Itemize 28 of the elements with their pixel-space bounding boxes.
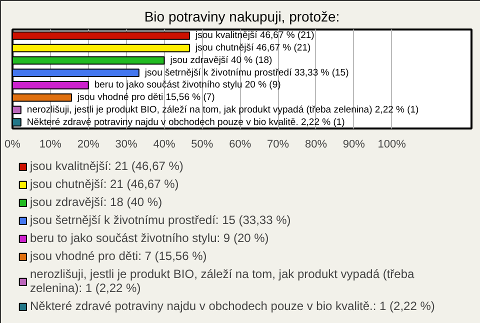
text: beru to jako součást životního stylu 20 % (9): [94, 80, 281, 91]
text: jsou zdravější 40 % (18): [170, 54, 272, 66]
text: jsou chutnější 46,67 % (21): [196, 42, 311, 54]
x-tick-label: 60%: [229, 138, 252, 150]
text: jsou kvalitnější 46,67 % (21): [196, 30, 314, 42]
x-tick-label: 100%: [378, 138, 406, 150]
text: Některé zdravé potraviny najdu v obchodech pouze v bio kvalitě. 2,22 % (1): [26, 116, 345, 128]
x-tick-label: 70%: [267, 138, 290, 150]
legend-label: jsou chutnější: 21 (46,67 %): [30, 177, 179, 191]
legend-label: beru to jako součást životního stylu: 9 (20 %): [30, 231, 269, 245]
x-tick-label: 90%: [342, 138, 366, 150]
legend-label: jsou kvalitnější: 21 (46,67 %): [30, 159, 184, 173]
x-tick-label: 80%: [304, 138, 328, 150]
x-tick-label: 30%: [115, 138, 138, 150]
x-tick-label: 20%: [77, 138, 100, 150]
x-tick-label: 40%: [153, 138, 176, 150]
legend-label: jsou šetrnější k životnímu prostředí: 15 (33,33 %): [30, 213, 291, 227]
text: jsou vhodné pro děti 15,56 % (7): [78, 92, 215, 104]
legend-label: nerozlišuji, jestli je produkt BIO, záleží na tom, jak produkt vypadá (třeba zelenina): 1 (2,22 %): [30, 267, 414, 295]
legend-label: jsou zdravější: 18 (40 %): [30, 195, 162, 209]
chart-title: Bio potraviny nakupuji, protože:: [144, 8, 340, 24]
text: nerozlišuji, jestli je produkt BIO, záleží na tom, jak produkt vypadá (třeba zelenina) 2,22 % (1): [26, 104, 419, 116]
legend-label: Některé zdravé potraviny najdu v obchodech pouze v bio kvalitě.: 1 (2,22 %): [30, 299, 435, 313]
x-tick-label: 0%: [4, 138, 21, 150]
text: jsou šetrnější k životnímu prostředí 33,33 % (15): [144, 67, 349, 78]
x-tick-label: 10%: [39, 138, 62, 150]
x-tick-label: 50%: [191, 138, 214, 150]
legend-label: jsou vhodné pro děti: 7 (15,56 %): [30, 249, 207, 263]
